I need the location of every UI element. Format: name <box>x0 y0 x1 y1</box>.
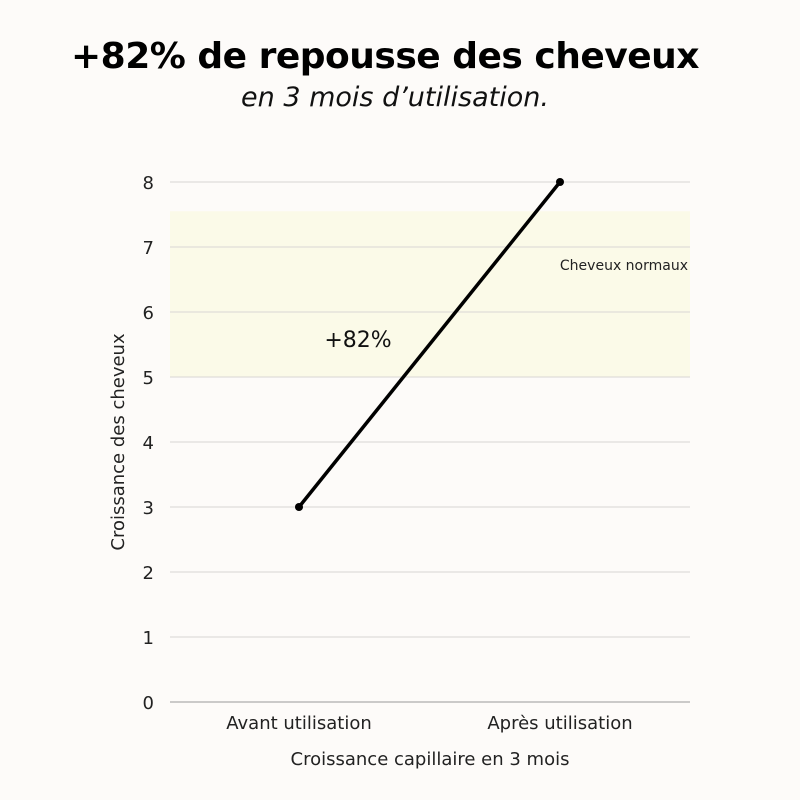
y-tick-label: 2 <box>143 563 154 584</box>
y-tick-label: 3 <box>143 498 154 519</box>
y-tick-label: 5 <box>143 368 154 389</box>
y-tick-label: 4 <box>143 433 154 454</box>
band-label: Cheveux normaux <box>560 258 688 274</box>
data-point <box>556 178 564 186</box>
x-tick-label: Avant utilisation <box>226 713 372 734</box>
series-line <box>297 180 562 509</box>
data-point <box>295 503 303 511</box>
y-axis-label: Croissance des cheveux <box>108 333 129 551</box>
y-tick-label: 8 <box>143 173 154 194</box>
x-tick-label: Après utilisation <box>487 713 632 734</box>
y-tick-label: 0 <box>143 693 154 714</box>
y-tick-label: 6 <box>143 303 154 324</box>
chart-title: +82% de repousse des cheveux <box>71 36 699 77</box>
y-tick-label: 1 <box>143 628 154 649</box>
y-tick-label: 7 <box>143 238 154 259</box>
normal-range-band <box>170 211 690 377</box>
chart-subtitle: en 3 mois d’utilisation. <box>241 82 549 113</box>
x-axis-label: Croissance capillaire en 3 mois <box>291 749 570 770</box>
annotation-label: +82% <box>324 328 391 353</box>
